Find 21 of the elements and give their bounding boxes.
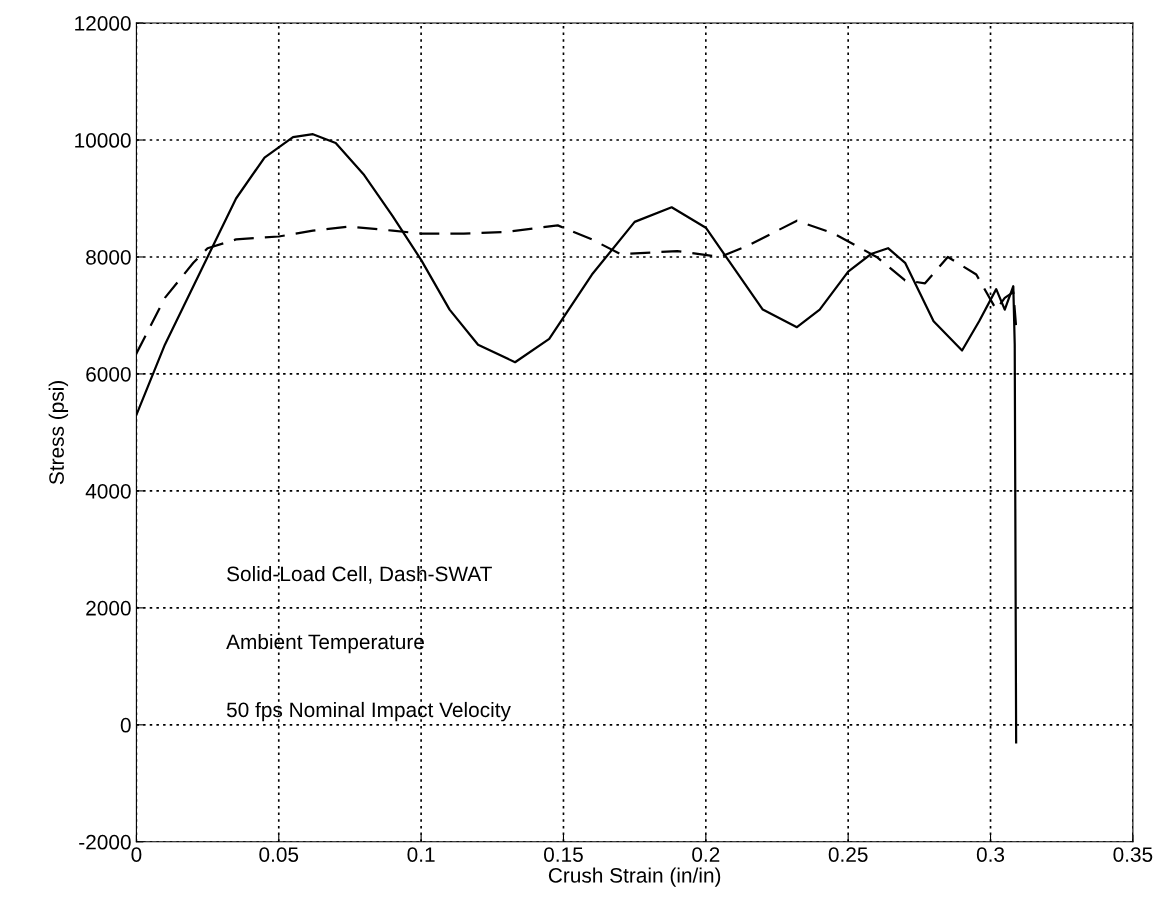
- y-tick-label: 4000: [85, 483, 131, 499]
- y-tick-label: 6000: [86, 366, 131, 382]
- x-tick-label: 0.15: [544, 847, 583, 862]
- x-tick-label: 0.3: [976, 847, 1005, 862]
- annotation: Solid-Load Cell, Dash-SWAT: [227, 565, 492, 584]
- x-tick-label: 0.1: [407, 847, 435, 862]
- y-tick-label: 0: [120, 717, 131, 733]
- y-tick-label: 8000: [86, 249, 131, 265]
- annotation: 50 fps Nominal Impact Velocity: [226, 701, 511, 722]
- x-axis-title: Crush Strain (in/in): [548, 867, 721, 887]
- y-tick-label: 10000: [75, 133, 131, 148]
- x-tick-label: 0.35: [1113, 847, 1153, 862]
- x-tick-label: 0: [131, 847, 142, 862]
- y-axis-title: Stress (psi): [48, 381, 69, 485]
- y-tick-label: -2000: [79, 834, 131, 850]
- x-tick-label: 0.25: [828, 847, 868, 862]
- y-tick-label: 12000: [75, 16, 131, 31]
- y-tick-label: 2000: [86, 600, 131, 616]
- x-tick-label: 0.2: [692, 847, 720, 862]
- annotation: Ambient Temperature: [226, 633, 424, 654]
- x-tick-label: 0.05: [259, 847, 299, 862]
